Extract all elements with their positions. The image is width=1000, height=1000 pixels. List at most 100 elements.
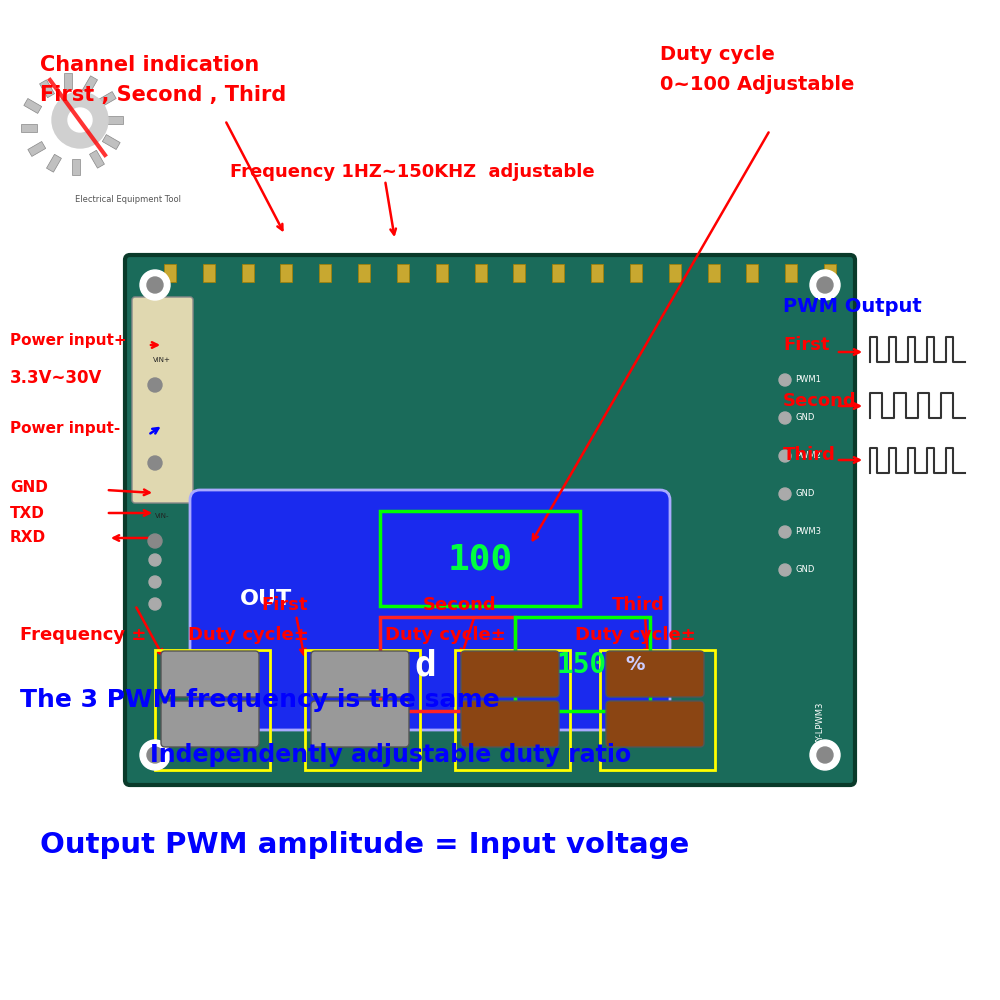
Circle shape [817,747,833,763]
Circle shape [68,108,92,132]
Text: GND: GND [795,414,814,422]
Circle shape [817,277,833,293]
Bar [155,650,270,770]
Text: FREQ: FREQ [186,662,216,672]
Bar [380,511,580,606]
Bar [242,264,254,282]
Text: GND: GND [795,489,814,498]
Text: Third: Third [612,596,664,614]
Bar [72,159,80,175]
Text: +: + [537,662,545,672]
Bar [28,141,46,156]
FancyBboxPatch shape [161,651,259,697]
Text: 3.3V~30V: 3.3V~30V [10,369,102,387]
Text: PWM3: PWM3 [795,528,821,536]
Circle shape [147,277,163,293]
Circle shape [779,488,791,500]
Text: VIN+: VIN+ [153,357,171,363]
Text: Frequency ±: Frequency ± [20,626,146,644]
Circle shape [810,740,840,770]
Text: Third: Third [783,446,836,464]
Text: Duty cycle±: Duty cycle± [188,626,308,644]
Bar [40,80,54,98]
Text: PWM1: PWM1 [795,375,821,384]
Circle shape [149,576,161,588]
Text: TXD: TXD [10,506,45,520]
Text: First: First [262,596,308,614]
Text: XY-LPWM3: XY-LPWM3 [816,702,825,745]
Bar [380,617,515,711]
Text: 0~100 Adjustable: 0~100 Adjustable [660,76,854,95]
Text: DUTY3: DUTY3 [628,662,664,672]
FancyBboxPatch shape [461,651,559,697]
Text: 150: 150 [557,651,607,679]
Bar [669,264,681,282]
FancyBboxPatch shape [311,651,409,697]
Bar [630,264,642,282]
Circle shape [148,378,162,392]
Circle shape [140,740,170,770]
Text: First: First [783,336,830,354]
Text: First , Second , Third: First , Second , Third [40,85,286,105]
Bar [280,264,292,282]
Text: GND: GND [10,481,48,495]
Text: Independently adjustable duty ratio: Independently adjustable duty ratio [150,743,631,767]
FancyBboxPatch shape [461,701,559,747]
Text: Channel indication: Channel indication [40,55,259,75]
Text: Duty cycle±: Duty cycle± [385,626,505,644]
Text: Power input+: Power input+ [10,332,127,348]
Bar [319,264,331,282]
Bar [203,264,215,282]
Text: 100: 100 [447,542,513,576]
Bar [513,264,525,282]
Text: Duty cycle±: Duty cycle± [575,626,695,644]
Text: The 3 PWM frequency is the same: The 3 PWM frequency is the same [20,688,500,712]
Circle shape [779,450,791,462]
Bar [600,650,715,770]
Bar [455,650,570,770]
Bar [90,150,104,168]
Text: Electrical Equipment Tool: Electrical Equipment Tool [75,196,181,205]
Text: Power input-: Power input- [10,420,120,436]
FancyBboxPatch shape [606,651,704,697]
FancyBboxPatch shape [125,255,855,785]
Text: RXD: RXD [10,530,46,546]
Circle shape [140,270,170,300]
Text: d: d [414,648,436,682]
Text: +: + [237,662,245,672]
Bar [64,73,72,89]
Circle shape [779,564,791,576]
Text: PWM2: PWM2 [795,452,821,460]
Text: PWM Output: PWM Output [783,298,922,316]
Circle shape [52,92,108,148]
Bar [746,264,758,282]
FancyBboxPatch shape [606,701,704,747]
Bar [475,264,487,282]
Text: +: + [387,662,395,672]
Bar [708,264,720,282]
Bar [164,264,176,282]
Text: Second: Second [423,596,497,614]
Circle shape [148,456,162,470]
Text: Frequency 1HZ~150KHZ  adjustable: Frequency 1HZ~150KHZ adjustable [230,163,595,181]
Bar [102,135,120,149]
Bar [358,264,370,282]
Text: OUT: OUT [240,589,292,609]
Bar [98,92,116,106]
Text: DUTY1: DUTY1 [333,662,369,672]
Bar [552,264,564,282]
Bar [83,76,98,94]
Text: Output PWM amplitude = Input voltage: Output PWM amplitude = Input voltage [40,831,689,859]
Bar [436,264,448,282]
Circle shape [148,534,162,548]
Bar [107,116,123,124]
Bar [46,154,61,172]
Bar [515,617,650,711]
Text: GND: GND [795,566,814,574]
Bar [24,99,42,113]
Bar [21,124,37,132]
Circle shape [810,270,840,300]
Text: Duty cycle: Duty cycle [660,45,775,64]
Circle shape [149,598,161,610]
Circle shape [147,747,163,763]
